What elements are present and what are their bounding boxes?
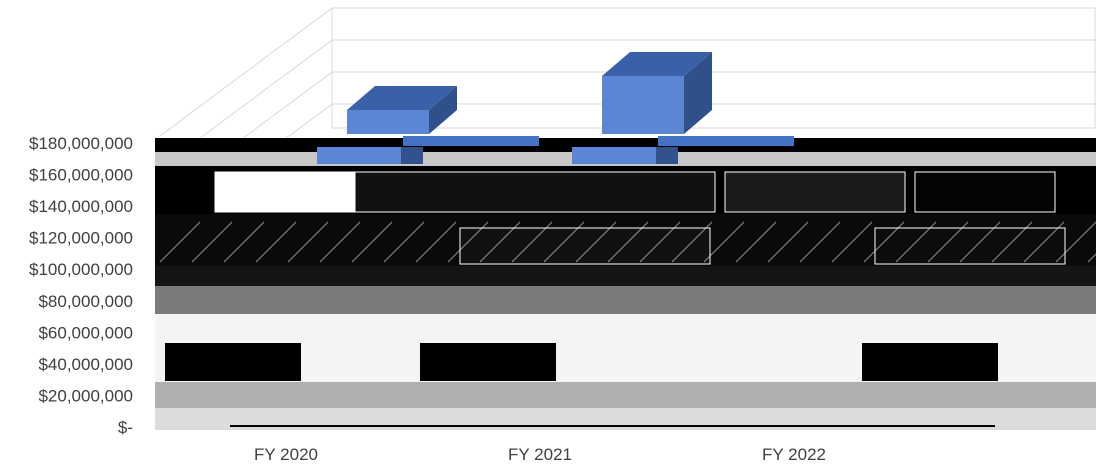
y-tick-label: $60,000,000	[38, 323, 133, 342]
artifact-hatch	[575, 221, 617, 263]
bar-thin-series	[403, 136, 539, 146]
artifact-hatch	[351, 221, 393, 263]
artifact-panel	[459, 227, 711, 265]
artifact-hatch	[1055, 221, 1096, 263]
y-tick-label: $180,000,000	[29, 134, 133, 153]
artifact-panel	[874, 227, 1066, 265]
artifact-hatch	[511, 221, 553, 263]
back-wall-panel	[331, 7, 1096, 129]
artifact-hatch	[895, 221, 937, 263]
x-axis: FY 2020 FY 2021 FY 2022	[254, 445, 826, 464]
artifact-hatch	[1023, 221, 1065, 263]
artifact-hatch	[415, 221, 457, 263]
x-category-label: FY 2020	[254, 445, 318, 464]
bars-layer	[317, 52, 794, 164]
artifact-hatch	[831, 221, 873, 263]
artifact-hatch	[447, 221, 489, 263]
side-wall-gridline	[159, 7, 333, 137]
artifact-hatch	[863, 221, 905, 263]
artifact-hatch	[159, 221, 201, 263]
artifact-hatch	[767, 221, 809, 263]
artifact-hatch	[959, 221, 1001, 263]
artifact-panel	[724, 171, 906, 213]
artifact-panel	[214, 171, 356, 213]
artifact-band	[155, 408, 1096, 430]
artifact-hatch	[927, 221, 969, 263]
artifact-hatch	[255, 221, 297, 263]
artifact-hatch	[383, 221, 425, 263]
artifact-hatch	[639, 221, 681, 263]
bar-front-series-2	[317, 147, 401, 164]
artifact-band	[155, 286, 1096, 314]
artifact-block	[862, 343, 998, 381]
artifact-band	[155, 266, 1096, 286]
x-category-label: FY 2022	[762, 445, 826, 464]
artifact-hatch	[799, 221, 841, 263]
y-tick-label: $20,000,000	[38, 386, 133, 405]
y-tick-label: $120,000,000	[29, 229, 133, 248]
bar-front	[602, 76, 684, 134]
artifact-block	[165, 343, 301, 381]
artifact-hatch	[191, 221, 233, 263]
artifact-panel	[914, 171, 1056, 213]
x-category-label: FY 2021	[508, 445, 572, 464]
artifact-block	[420, 343, 556, 381]
artifact-hatch	[479, 221, 521, 263]
artifact-hatch	[991, 221, 1033, 263]
y-tick-label: $140,000,000	[29, 197, 133, 216]
artifact-hatch	[319, 221, 361, 263]
artifact-hatch	[607, 221, 649, 263]
bar-side-series-2	[656, 147, 678, 164]
y-tick-label: $40,000,000	[38, 355, 133, 374]
bar-front-series-2	[572, 147, 656, 164]
bar-side	[684, 52, 712, 134]
y-tick-label: $80,000,000	[38, 292, 133, 311]
y-axis: $180,000,000 $160,000,000 $140,000,000 $120…	[29, 134, 133, 437]
artifact-hatch	[703, 221, 745, 263]
y-tick-label: $-	[118, 418, 133, 437]
y-tick-label: $100,000,000	[29, 260, 133, 279]
bar-top	[347, 86, 457, 110]
artifact-panel	[354, 171, 716, 213]
artifact-hatch	[735, 221, 777, 263]
bar-top	[602, 52, 712, 76]
bar-front	[347, 110, 429, 134]
y-tick-label: $160,000,000	[29, 166, 133, 185]
artifact-hatch	[1087, 253, 1096, 263]
bar-thin-series	[658, 136, 794, 146]
artifact-hatch	[543, 221, 585, 263]
artifact-hatch	[223, 221, 265, 263]
render-artifact-band	[155, 138, 1096, 430]
artifact-band	[155, 382, 1096, 408]
artifact-hatch	[287, 221, 329, 263]
bar-side-series-2	[401, 147, 423, 164]
artifact-hatch	[671, 221, 713, 263]
bar-side	[429, 86, 457, 134]
